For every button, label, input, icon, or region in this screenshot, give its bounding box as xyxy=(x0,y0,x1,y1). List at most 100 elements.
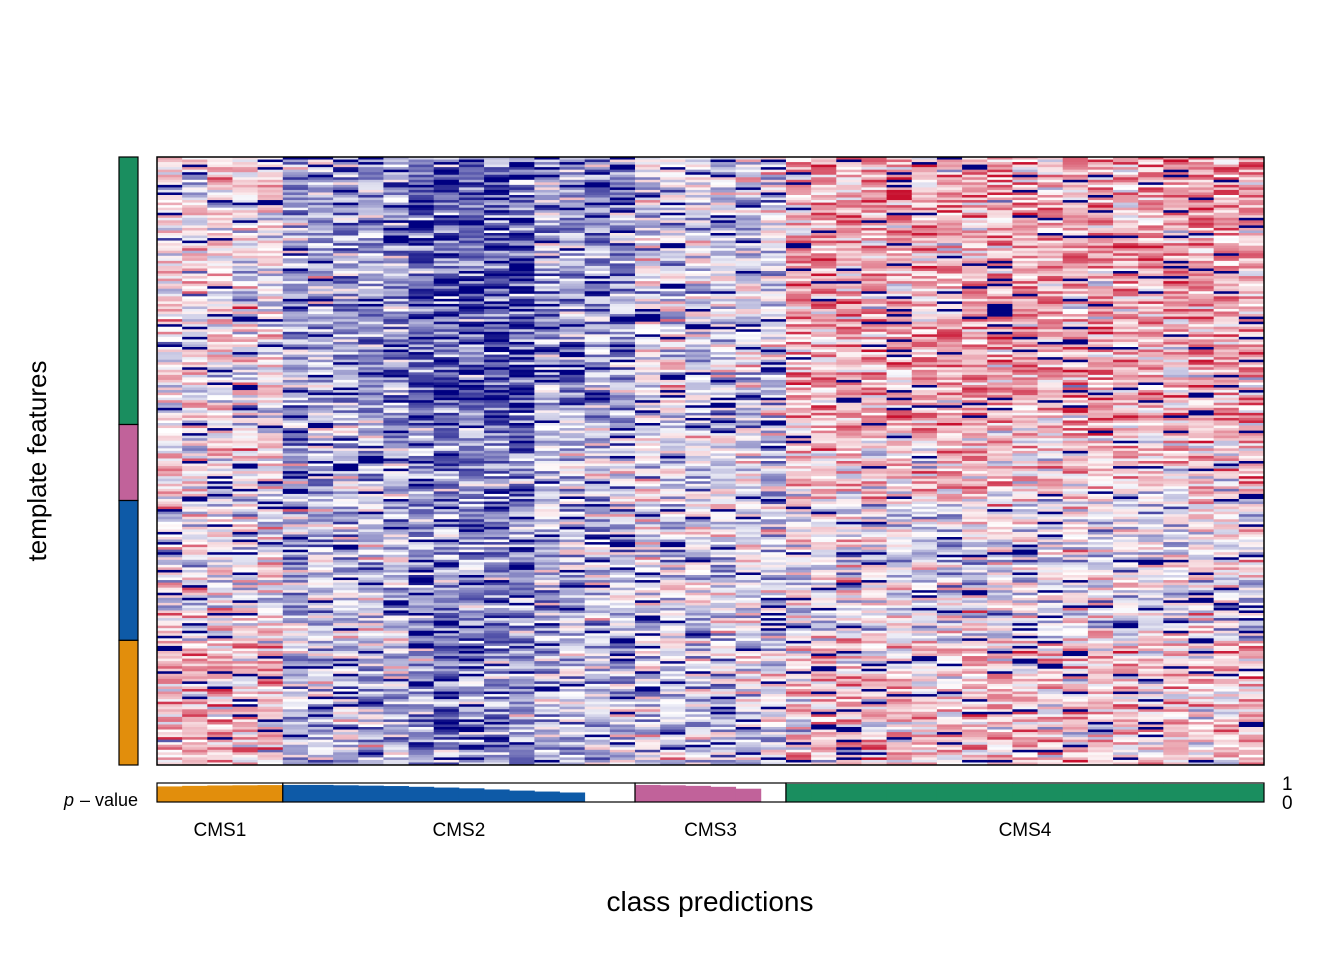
heatmap-cell xyxy=(207,410,233,414)
heatmap-cell xyxy=(358,402,384,406)
heatmap-cell xyxy=(433,592,460,596)
heatmap-cell xyxy=(584,628,611,632)
heatmap-cell xyxy=(408,395,435,399)
heatmap-cell xyxy=(559,377,586,381)
heatmap-cell xyxy=(282,387,309,391)
heatmap-cell xyxy=(635,159,661,163)
heatmap-cell xyxy=(660,501,686,505)
heatmap-cell xyxy=(609,195,636,198)
heatmap-cell xyxy=(408,666,435,670)
heatmap-cell xyxy=(484,562,510,566)
heatmap-cell xyxy=(282,301,309,305)
heatmap-cell xyxy=(458,719,485,723)
heatmap-cell xyxy=(458,445,485,449)
heatmap-cell xyxy=(609,562,636,566)
heatmap-cell xyxy=(157,539,183,543)
heatmap-cell xyxy=(182,620,208,624)
heatmap-cell xyxy=(257,281,284,285)
heatmap-cell xyxy=(458,187,485,191)
heatmap-cell xyxy=(509,364,535,368)
heatmap-cell xyxy=(358,263,384,267)
heatmap-cell xyxy=(282,235,309,239)
heatmap-cell xyxy=(458,230,485,234)
heatmap-cell xyxy=(207,638,233,642)
heatmap-cell xyxy=(534,683,560,687)
heatmap-cell xyxy=(358,314,384,317)
heatmap-cell xyxy=(433,752,460,756)
heatmap-cell xyxy=(207,468,233,472)
heatmap-cell xyxy=(257,283,284,287)
heatmap-cell xyxy=(584,526,611,530)
heatmap-cell xyxy=(458,349,485,353)
heatmap-cell xyxy=(509,245,535,249)
heatmap-cell xyxy=(257,195,284,198)
heatmap-cell xyxy=(509,311,535,315)
heatmap-cell xyxy=(534,554,560,558)
heatmap-cell xyxy=(609,749,636,753)
heatmap-cell xyxy=(333,691,359,695)
heatmap-cell xyxy=(509,630,535,634)
heatmap-cell xyxy=(257,415,284,419)
heatmap-cell xyxy=(232,222,259,226)
heatmap-cell xyxy=(458,387,485,391)
heatmap-cell xyxy=(509,542,535,545)
heatmap-cell xyxy=(333,491,359,495)
heatmap-cell xyxy=(433,402,460,406)
heatmap-cell xyxy=(207,423,233,426)
heatmap-cell xyxy=(232,235,259,239)
heatmap-cell xyxy=(182,374,208,378)
heatmap-cell xyxy=(559,628,586,632)
heatmap-cell xyxy=(333,544,359,548)
heatmap-cell xyxy=(509,747,535,751)
heatmap-cell xyxy=(257,258,284,262)
heatmap-cell xyxy=(182,706,208,710)
heatmap-cell xyxy=(358,273,384,277)
heatmap-cell xyxy=(232,509,259,513)
heatmap-cell xyxy=(534,341,560,345)
heatmap-cell xyxy=(232,506,259,510)
heatmap-cell xyxy=(635,210,661,214)
heatmap-cell xyxy=(609,519,636,523)
heatmap-cell xyxy=(635,531,661,535)
heatmap-cell xyxy=(534,395,560,399)
heatmap-cell xyxy=(408,645,435,649)
heatmap-cell xyxy=(609,298,636,302)
heatmap-cell xyxy=(534,727,560,730)
heatmap-cell xyxy=(559,448,586,452)
heatmap-cell xyxy=(383,281,409,285)
heatmap-cell xyxy=(635,227,661,231)
heatmap-cell xyxy=(433,564,460,568)
heatmap-cell xyxy=(660,443,686,447)
heatmap-cell xyxy=(282,265,309,269)
heatmap-cell xyxy=(433,673,460,677)
heatmap-cell xyxy=(207,699,233,703)
heatmap-cell xyxy=(182,509,208,513)
heatmap-cell xyxy=(534,303,560,307)
heatmap-cell xyxy=(458,635,485,639)
heatmap-cell xyxy=(383,714,409,718)
heatmap-cell xyxy=(559,324,586,328)
heatmap-cell xyxy=(383,453,409,457)
heatmap-cell xyxy=(383,364,409,368)
heatmap-cell xyxy=(157,587,183,591)
heatmap-cell xyxy=(232,377,259,381)
heatmap-cell xyxy=(534,620,560,624)
heatmap-cell xyxy=(433,392,460,396)
heatmap-cell xyxy=(358,640,384,644)
heatmap-cell xyxy=(333,281,359,285)
heatmap-cell xyxy=(433,298,460,302)
heatmap-cell xyxy=(584,704,611,708)
heatmap-cell xyxy=(509,478,535,482)
heatmap-cell xyxy=(307,347,334,350)
heatmap-cell xyxy=(433,747,460,751)
heatmap-cell xyxy=(257,200,284,203)
heatmap-cell xyxy=(559,397,586,401)
heatmap-cell xyxy=(458,172,485,176)
heatmap-cell xyxy=(509,727,535,730)
heatmap-cell xyxy=(509,683,535,687)
heatmap-cell xyxy=(635,433,661,437)
heatmap-cell xyxy=(584,554,611,558)
heatmap-cell xyxy=(257,580,284,583)
heatmap-cell xyxy=(484,167,510,171)
heatmap-cell xyxy=(635,673,661,677)
